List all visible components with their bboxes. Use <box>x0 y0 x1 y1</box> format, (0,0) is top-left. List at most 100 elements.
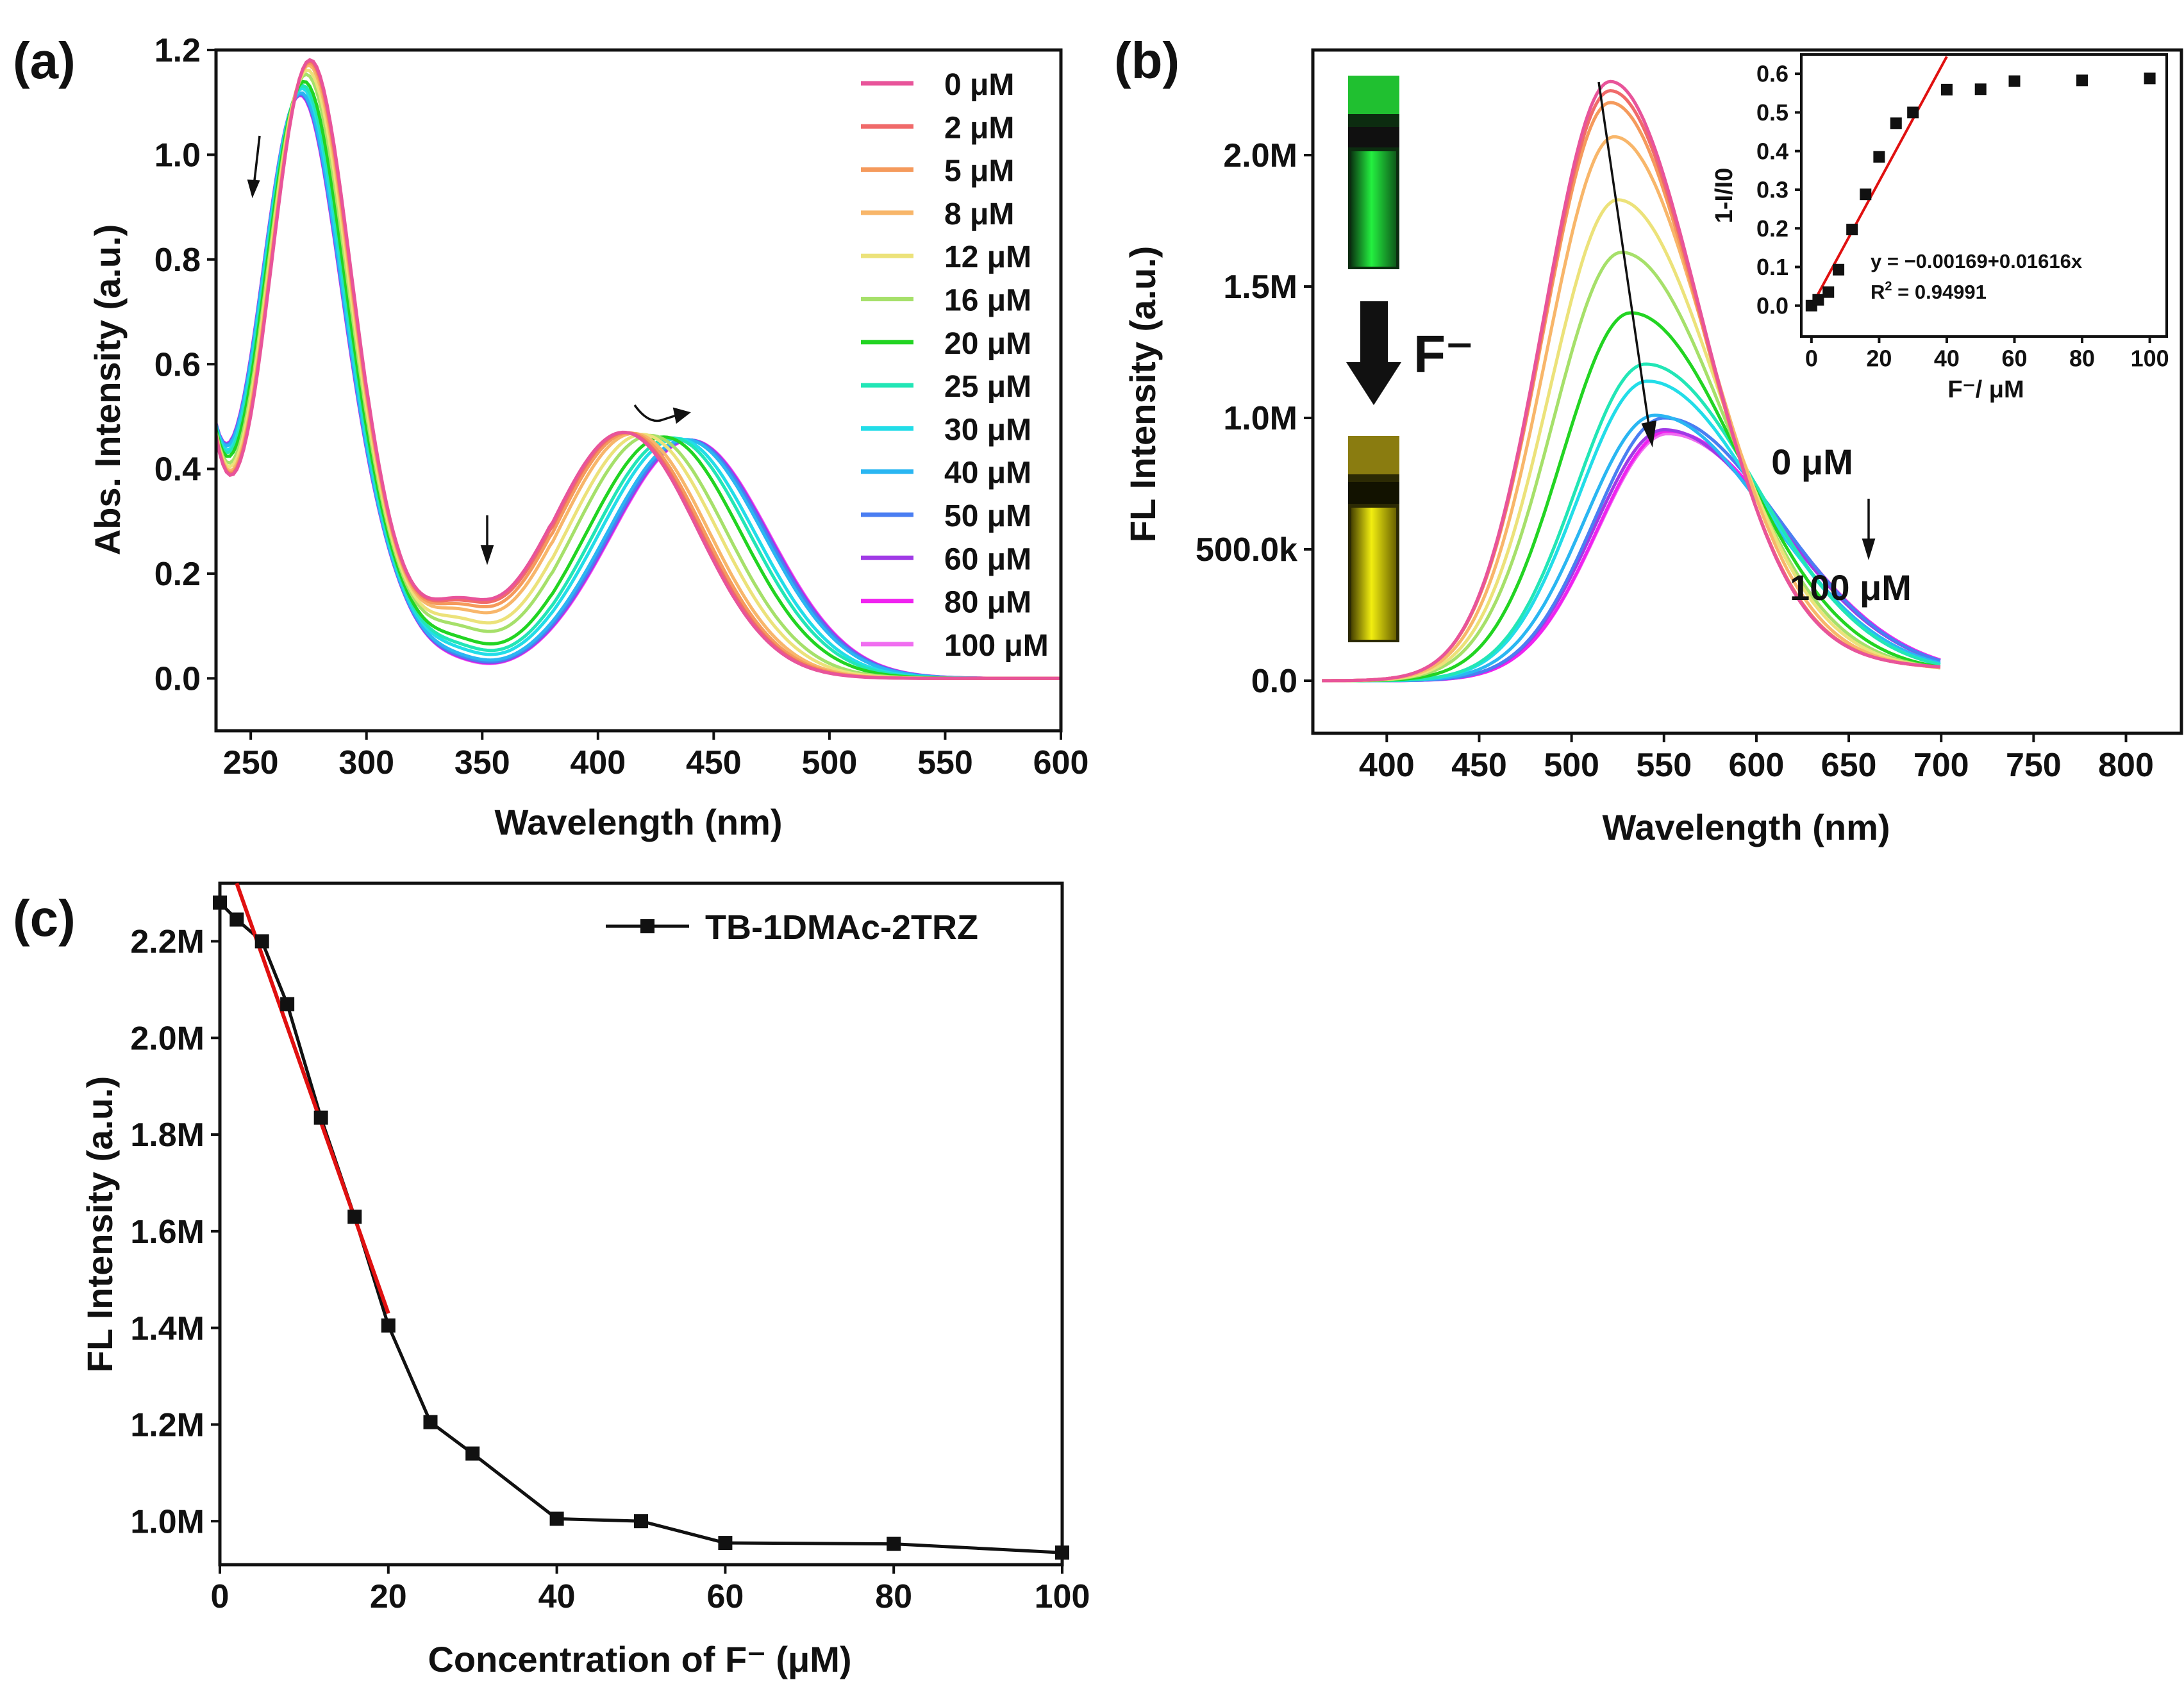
panel-b-series-line <box>1322 79 1940 683</box>
panel-a-series-line <box>214 72 1060 680</box>
vial-photo-after <box>1348 436 1399 642</box>
panel-a-xtick-label: 250 <box>223 744 279 781</box>
panel-a-x-label: Wavelength (nm) <box>494 802 782 842</box>
panel-a-xtick-label: 500 <box>802 744 858 781</box>
inset-data-point <box>1822 286 1835 298</box>
shift-arrow-head <box>1641 420 1657 448</box>
panel-c-ytick-label: 1.6M <box>130 1213 204 1251</box>
panel-c-data-point <box>465 1446 480 1461</box>
vial-photo-before <box>1348 76 1399 269</box>
panel-c-data-point <box>229 912 244 927</box>
inset-equation: y = −0.00169+0.01616x <box>1871 250 2083 272</box>
annotation-arrow <box>1862 499 1876 560</box>
panel-c-fit-line <box>235 883 390 1314</box>
legend-label: 5 μM <box>944 154 1014 188</box>
legend-label: 25 μM <box>944 370 1031 404</box>
panel-c-xtick-label: 100 <box>1035 1578 1090 1615</box>
panel-a-series-line <box>214 83 1060 680</box>
panel-b-xtick-label: 500 <box>1544 747 1599 784</box>
arrow-a2-head <box>480 545 494 565</box>
panel-b-xtick-label: 750 <box>2006 747 2062 784</box>
inset-data-point <box>1860 188 1872 201</box>
panel-c-series-line <box>219 901 1063 1554</box>
panel-b-series-line <box>1322 198 1941 683</box>
shift-arrow-line <box>1597 81 1651 430</box>
panel-a-ytick-label: 0.2 <box>154 556 201 593</box>
legend-label: 50 μM <box>944 499 1031 533</box>
inset-ytick-label: 0.1 <box>1756 254 1788 280</box>
panel-c-xtick-label: 60 <box>706 1578 744 1615</box>
panel-a-xtick-label: 400 <box>570 744 626 781</box>
panel-a-ytick-label: 0.8 <box>154 242 201 279</box>
reagent-down-arrow <box>1346 301 1401 405</box>
panel-c-ytick-label: 2.0M <box>130 1020 204 1057</box>
panel-a-frame <box>214 48 1063 733</box>
inset-data-point <box>2144 72 2156 85</box>
vial-before-liquid <box>1351 151 1396 267</box>
panel-b-series-line <box>1322 362 1941 683</box>
inset-r2-prefix: R <box>1871 281 1885 303</box>
panel-b-xtick-label: 600 <box>1729 747 1785 784</box>
panel-b-xtick-label: 550 <box>1636 747 1692 784</box>
panel-c-xtick-label: 80 <box>875 1578 912 1615</box>
inset-data-point <box>1873 151 1885 163</box>
panel-a-series-line <box>214 93 1060 680</box>
panel-c-data-point <box>381 1318 396 1333</box>
panel-b-label: (b) <box>1114 32 1180 89</box>
panel-a-series-line <box>214 79 1060 680</box>
legend-label: 60 μM <box>944 542 1031 576</box>
panel-a-series-line <box>214 63 1060 680</box>
inset-x-label: F⁻/ μM <box>1947 376 2024 403</box>
arrow-a1 <box>253 135 261 187</box>
inset-data-point <box>1846 224 1858 236</box>
panel-b-xtick-label: 650 <box>1821 747 1877 784</box>
panel-a-xtick-label: 550 <box>917 744 973 781</box>
legend-label: TB-1DMAc-2TRZ <box>705 908 978 947</box>
panel-a-xtick-label: 350 <box>454 744 510 781</box>
panel-c-x-label: Concentration of F⁻ (μM) <box>428 1639 851 1679</box>
inset-xtick-label: 20 <box>1866 345 1892 372</box>
inset-ytick-label: 0.6 <box>1756 61 1788 87</box>
panel-a-ytick-label: 0.0 <box>154 661 201 698</box>
inset-data-point <box>1907 106 1919 119</box>
arrow-a3 <box>633 404 677 422</box>
panel-b-series-line <box>1322 311 1941 683</box>
legend-label: 0 μM <box>944 68 1014 102</box>
inset-ytick-label: 0.5 <box>1756 99 1788 126</box>
panel-b-inset: 0 20 40 60 80 100 0.0 0.1 0.2 0.3 0.4 0.5 0.6 y = −0… <box>1711 53 2169 403</box>
panel-a-series-line <box>214 68 1060 680</box>
panel-a-ytick-label: 0.4 <box>154 451 201 488</box>
panel-c-data-point <box>280 997 295 1011</box>
legend-label: 30 μM <box>944 413 1031 447</box>
panel-b-axes: 400 450 500 550 600 650 700 750 8000.0500.0k1.0M… <box>1196 137 2154 784</box>
panel-b-ytick-label: 500.0k <box>1196 531 1297 569</box>
panel-c-data-point <box>718 1536 733 1551</box>
panel-c-data-point <box>254 934 269 949</box>
panel-a-xtick-label: 300 <box>338 744 394 781</box>
panel-a-xtick-label: 600 <box>1033 744 1089 781</box>
panel-b-xtick-label: 450 <box>1451 747 1507 784</box>
panel-c-ytick-label: 1.8M <box>130 1117 204 1154</box>
legend-marker <box>640 919 654 933</box>
inset-data-point <box>1974 83 1987 96</box>
panel-c-data-point <box>887 1536 901 1551</box>
inset-ytick-label: 0.4 <box>1756 138 1788 164</box>
panel-c-data-point <box>213 895 227 910</box>
inset-ytick-label: 0.3 <box>1756 177 1788 203</box>
panel-a-ytick-label: 0.6 <box>154 346 201 383</box>
legend-label: 100 μM <box>944 629 1049 663</box>
vial-after-liquid <box>1351 508 1396 640</box>
panel-b-series-line <box>1322 135 1941 683</box>
panel-a-series-line <box>214 59 1060 680</box>
vial-before-neck <box>1348 127 1399 147</box>
legend-label: 12 μM <box>944 240 1031 274</box>
panel-c-data-point <box>347 1210 362 1224</box>
inset-data-point <box>2076 74 2088 87</box>
panel-a-legend: 0 μM 2 μM 5 μM 8 μM 12 μM 16 μM 20 μM 25 μM 30 μ… <box>861 68 1049 663</box>
panel-a-ytick-label: 1.0 <box>154 137 201 174</box>
annotation-arrow-head <box>1862 538 1876 560</box>
vial-after-cap <box>1348 436 1399 474</box>
inset-axes: 0 20 40 60 80 100 0.0 0.1 0.2 0.3 0.4 0.5 0.6 <box>1756 61 2169 372</box>
legend-label: 20 μM <box>944 327 1031 361</box>
inset-xtick-label: 40 <box>1934 345 1960 372</box>
